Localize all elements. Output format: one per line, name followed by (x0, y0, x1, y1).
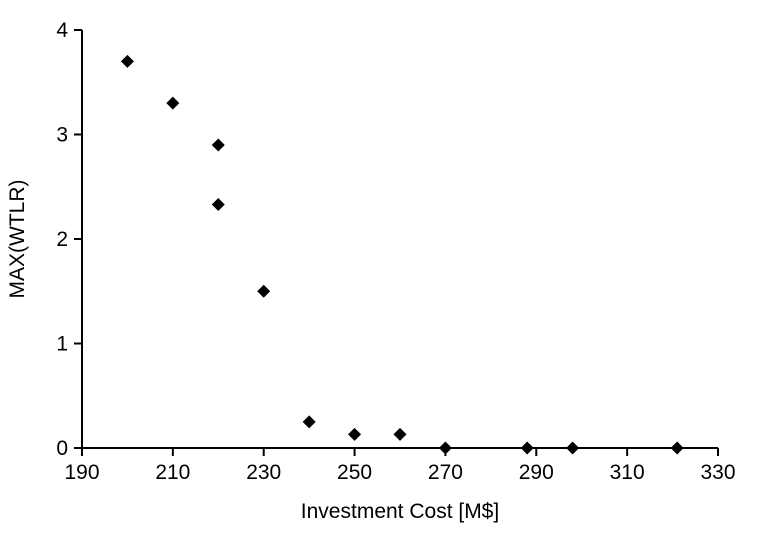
scatter-point (348, 427, 362, 441)
x-tick-label: 310 (610, 461, 645, 484)
x-tick-label: 270 (428, 461, 463, 484)
y-tick-label: 4 (56, 19, 68, 42)
x-tick-label: 330 (700, 461, 735, 484)
y-tick-label: 3 (56, 124, 68, 147)
x-tick-label: 190 (64, 461, 99, 484)
data-points (120, 54, 684, 455)
y-tick-label: 1 (56, 333, 68, 356)
y-tick-label: 0 (56, 437, 68, 460)
scatter-point (120, 54, 134, 68)
scatter-point (211, 138, 225, 152)
scatter-point (211, 198, 225, 212)
x-axis-ticks: 190 210 230 250 270 290 310 330 (64, 448, 736, 484)
x-tick-label: 290 (519, 461, 554, 484)
x-tick-label: 250 (337, 461, 372, 484)
y-axis-ticks: 0 1 2 3 4 (56, 19, 82, 460)
scatter-point (257, 284, 271, 298)
x-axis-title: Investment Cost [M$] (301, 500, 499, 523)
y-axis-title: MAX(WTLR) (6, 180, 29, 299)
y-tick-label: 2 (56, 228, 68, 251)
x-tick-label: 210 (155, 461, 190, 484)
x-tick-label: 230 (246, 461, 281, 484)
scatter-point (166, 96, 180, 110)
scatter-point (302, 415, 316, 429)
scatter-point (393, 427, 407, 441)
